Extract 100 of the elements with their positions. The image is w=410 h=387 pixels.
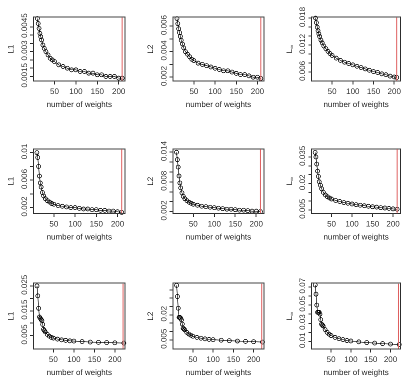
point bbox=[60, 64, 66, 69]
y-axis-title: L2 bbox=[146, 311, 156, 321]
point bbox=[189, 56, 194, 62]
point bbox=[371, 69, 376, 74]
point bbox=[104, 340, 110, 345]
point bbox=[322, 327, 328, 332]
point bbox=[106, 208, 112, 214]
x-tick-label: 200 bbox=[108, 355, 122, 364]
point bbox=[342, 60, 347, 65]
point bbox=[175, 294, 180, 299]
point bbox=[94, 72, 100, 78]
y-axis-title: L1 bbox=[6, 44, 16, 54]
point bbox=[324, 330, 330, 335]
point bbox=[350, 62, 356, 68]
point bbox=[241, 208, 246, 213]
x-tick-label: 200 bbox=[246, 355, 261, 364]
point bbox=[40, 322, 46, 327]
point bbox=[85, 206, 90, 212]
point bbox=[38, 184, 44, 190]
y-tick-label: 0.01 bbox=[298, 332, 308, 348]
point bbox=[182, 196, 188, 202]
x-tick-label: 150 bbox=[228, 220, 242, 229]
point bbox=[382, 206, 388, 210]
point bbox=[47, 200, 52, 204]
x-tick-label: 50 bbox=[328, 87, 338, 96]
point bbox=[320, 190, 326, 195]
point bbox=[230, 70, 234, 74]
point bbox=[390, 206, 396, 212]
x-tick-label: 200 bbox=[250, 220, 264, 229]
x-axis-title: number of weights bbox=[323, 368, 389, 378]
point bbox=[38, 31, 42, 36]
point bbox=[86, 70, 92, 76]
point bbox=[323, 192, 328, 198]
point bbox=[378, 205, 384, 210]
y-tick-label: 0.03 bbox=[298, 314, 308, 330]
point bbox=[246, 74, 252, 78]
point bbox=[221, 68, 226, 74]
point bbox=[174, 283, 179, 288]
point bbox=[94, 207, 99, 212]
point bbox=[178, 38, 184, 43]
point bbox=[112, 340, 118, 346]
point bbox=[326, 49, 330, 54]
point bbox=[180, 194, 186, 199]
point bbox=[210, 337, 216, 342]
point bbox=[72, 338, 76, 344]
point bbox=[232, 207, 238, 212]
point bbox=[202, 336, 208, 342]
point bbox=[68, 205, 74, 210]
point bbox=[374, 204, 379, 210]
point bbox=[35, 16, 40, 21]
point bbox=[313, 16, 318, 20]
x-axis-title: number of weights bbox=[186, 232, 252, 242]
x-tick-label: 50 bbox=[50, 87, 60, 96]
x-tick-label: 50 bbox=[49, 220, 59, 229]
point bbox=[318, 312, 322, 317]
point bbox=[228, 206, 234, 212]
point bbox=[200, 62, 205, 67]
point bbox=[96, 340, 101, 345]
point bbox=[346, 61, 352, 66]
x-tick-label: 100 bbox=[69, 87, 84, 96]
point bbox=[392, 74, 397, 80]
x-tick-label: 100 bbox=[68, 220, 82, 229]
point bbox=[64, 66, 70, 71]
point bbox=[78, 69, 83, 74]
point bbox=[34, 284, 40, 288]
line-series bbox=[174, 16, 264, 81]
point bbox=[176, 26, 182, 32]
y-tick-label: 0.02 bbox=[298, 174, 308, 190]
point bbox=[224, 206, 230, 212]
point bbox=[315, 168, 320, 174]
point bbox=[316, 179, 322, 184]
point bbox=[255, 74, 260, 80]
point bbox=[186, 332, 192, 336]
line-series bbox=[174, 283, 265, 344]
x-tick-label: 50 bbox=[326, 355, 336, 364]
point bbox=[36, 306, 41, 311]
point bbox=[314, 302, 320, 308]
x-tick-label: 150 bbox=[366, 87, 381, 96]
line-series bbox=[34, 284, 126, 346]
point bbox=[344, 338, 350, 343]
x-axis-title: number of weights bbox=[46, 368, 112, 378]
point bbox=[206, 337, 212, 342]
point bbox=[199, 204, 204, 209]
x-tick-label: 50 bbox=[327, 220, 337, 229]
point bbox=[346, 200, 350, 206]
point bbox=[204, 204, 208, 210]
point bbox=[174, 16, 180, 21]
point bbox=[372, 340, 378, 346]
point bbox=[332, 335, 338, 340]
point bbox=[184, 198, 190, 204]
point bbox=[40, 42, 46, 48]
point bbox=[260, 340, 265, 344]
point bbox=[237, 208, 242, 213]
point bbox=[99, 72, 104, 78]
point bbox=[370, 204, 375, 210]
point bbox=[177, 30, 182, 35]
point bbox=[329, 196, 334, 202]
point bbox=[59, 337, 64, 342]
point bbox=[245, 208, 250, 214]
point bbox=[379, 72, 384, 76]
